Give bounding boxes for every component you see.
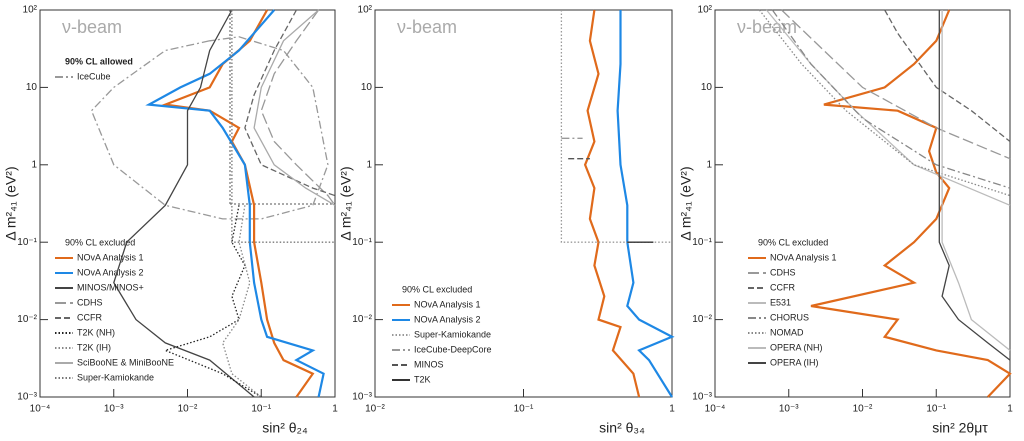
legend-label: Super-Kamiokande <box>77 372 154 382</box>
legend-label: NOvA Analysis 2 <box>77 267 144 277</box>
plot-frame <box>714 9 1011 398</box>
y-tick-label: 10 <box>361 82 373 93</box>
series-line <box>938 10 1011 361</box>
legend-label: T2K (IH) <box>77 342 111 352</box>
x-tick-label: 10⁻³ <box>104 404 124 415</box>
legend-label: IceCube-DeepCore <box>414 344 492 354</box>
y-tick-label: 10⁻³ <box>692 392 712 403</box>
y-tick-label: 10⁻¹ <box>17 237 37 248</box>
legend-label: CHORUS <box>770 312 809 322</box>
x-tick-label: 1 <box>332 404 338 415</box>
series-line <box>163 205 262 398</box>
x-tick-label: 10⁻¹ <box>251 404 271 415</box>
x-tick-label: 10⁻² <box>365 404 385 415</box>
legend-label: NOMAD <box>770 327 804 337</box>
legend-label: CCFR <box>770 282 795 292</box>
series-line <box>253 9 336 206</box>
legend-label: CCFR <box>77 312 102 322</box>
y-tick-label: 10⁻³ <box>17 392 37 403</box>
series-line <box>810 9 1012 398</box>
y-tick-label: 10⁻² <box>692 314 712 325</box>
series-line <box>781 9 1011 160</box>
legend-label: CDHS <box>77 297 103 307</box>
series-line <box>231 10 335 243</box>
y-tick-label: 10⁻¹ <box>352 237 372 248</box>
legend-label: OPERA (IH) <box>770 357 819 367</box>
legend-label: Super-Kamiokande <box>414 329 491 339</box>
legend-label: IceCube <box>77 71 111 81</box>
x-axis-label: sin² θ₃₄ <box>599 420 645 436</box>
series-line <box>616 10 675 398</box>
legend-label: NOvA Analysis 1 <box>77 252 144 262</box>
legend-title: 90% CL excluded <box>402 284 472 294</box>
y-tick-label: 1 <box>31 159 37 170</box>
legend-label: NOvA Analysis 1 <box>770 252 837 262</box>
y-axis-label: Δ m²₄₁ (eV²) <box>678 166 694 240</box>
series-line <box>941 10 1011 351</box>
y-tick-label: 10⁻² <box>352 314 372 325</box>
legend-label: T2K (NH) <box>77 327 115 337</box>
y-tick-label: 10² <box>358 5 373 16</box>
x-tick-label: 1 <box>669 404 675 415</box>
x-tick-label: 10⁻⁴ <box>705 404 726 415</box>
y-tick-label: 10 <box>701 82 713 93</box>
legend-title: 90% CL excluded <box>758 237 828 247</box>
x-tick-label: 1 <box>1007 404 1013 415</box>
series-line <box>583 9 641 398</box>
series-line <box>221 205 262 398</box>
y-tick-label: 10⁻³ <box>352 392 372 403</box>
x-tick-label: 10⁻² <box>853 404 873 415</box>
legend-label: MINOS <box>414 359 444 369</box>
x-tick-label: 10⁻¹ <box>926 404 946 415</box>
x-axis-label: sin² 2θμτ <box>932 420 988 436</box>
series-line <box>771 9 1011 189</box>
legend-label: NOvA Analysis 2 <box>414 314 481 324</box>
y-axis-label: Δ m²₄₁ (eV²) <box>3 166 19 240</box>
legend-title: 90% CL allowed <box>65 56 133 66</box>
x-tick-label: 10⁻² <box>178 404 198 415</box>
x-tick-label: 10⁻³ <box>779 404 799 415</box>
x-tick-label: 10⁻⁴ <box>30 404 51 415</box>
y-tick-label: 10 <box>26 82 38 93</box>
legend-label: NOvA Analysis 1 <box>414 299 481 309</box>
y-tick-label: 1 <box>366 159 372 170</box>
y-tick-label: 1 <box>706 159 712 170</box>
annotation: ν-beam <box>62 17 122 37</box>
y-tick-label: 10⁻¹ <box>692 237 712 248</box>
y-tick-label: 10² <box>23 5 38 16</box>
legend-label: OPERA (NH) <box>770 342 823 352</box>
series-line <box>113 9 255 398</box>
x-axis-label: sin² θ₂₄ <box>262 420 308 436</box>
series-line <box>758 9 1011 197</box>
y-axis-label: Δ m²₄₁ (eV²) <box>338 166 354 240</box>
series-line <box>90 36 329 220</box>
legend-label: E531 <box>770 297 791 307</box>
legend-label: MINOS/MINOS+ <box>77 282 144 292</box>
series-line <box>260 9 336 206</box>
series-line <box>884 9 1011 143</box>
legend-label: CDHS <box>770 267 796 277</box>
series-line <box>145 9 325 398</box>
annotation: ν-beam <box>397 17 457 37</box>
annotation: ν-beam <box>737 17 797 37</box>
y-tick-label: 10⁻² <box>17 314 37 325</box>
series-line <box>560 10 672 243</box>
series-line <box>244 9 336 197</box>
x-tick-label: 10⁻¹ <box>514 404 534 415</box>
legend-label: T2K <box>414 374 431 384</box>
legend-label: SciBooNE & MiniBooNE <box>77 357 174 367</box>
legend-title: 90% CL excluded <box>65 237 135 247</box>
y-tick-label: 10² <box>698 5 713 16</box>
